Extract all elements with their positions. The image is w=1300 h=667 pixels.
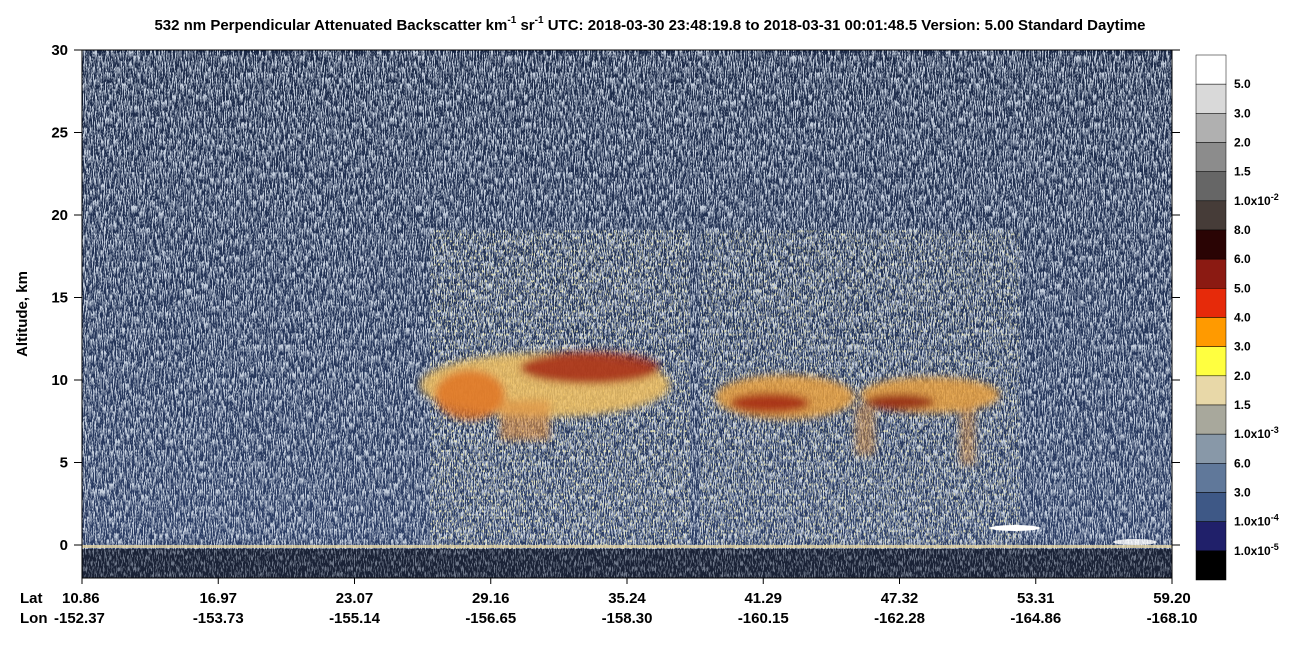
colorbar-label-text: 5.0 — [1234, 77, 1251, 91]
y-tick-label: 30 — [51, 42, 68, 59]
colorbar-label: 5.0 — [1234, 281, 1251, 295]
colorbar-cell — [1195, 375, 1227, 406]
colorbar-cell — [1195, 171, 1227, 202]
colorbar-label-text: 5.0 — [1234, 281, 1251, 295]
colorbar-label-exp: -5 — [1271, 542, 1279, 552]
colorbar-label: 1.0x10-2 — [1234, 192, 1279, 208]
colorbar-cell — [1195, 521, 1227, 552]
x-tick-label: 10.86 — [62, 590, 100, 607]
colorbar-label-text: 2.0 — [1234, 136, 1251, 150]
colorbar-label-text: 1.0x10 — [1234, 194, 1271, 208]
colorbar-label: 1.5 — [1234, 398, 1251, 412]
x-tick-label: 35.24 — [608, 590, 646, 607]
colorbar-cell — [1195, 229, 1227, 260]
colorbar-cell — [1195, 113, 1227, 143]
x-tick-label: -155.14 — [329, 610, 381, 627]
y-tick-label: 10 — [51, 372, 68, 389]
x-row-label: Lat — [20, 590, 43, 607]
colorbar-cell — [1195, 463, 1227, 493]
colorbar-label: 6.0 — [1234, 456, 1251, 470]
colorbar-cell — [1195, 200, 1227, 231]
y-tick-label: 20 — [51, 207, 68, 224]
colorbar-label: 6.0 — [1234, 252, 1251, 266]
x-tick-label: 47.32 — [881, 590, 919, 607]
chart-title: 532 nm Perpendicular Attenuated Backscat… — [154, 15, 1145, 34]
colorbar-label-text: 1.0x10 — [1234, 515, 1271, 529]
title-part: UTC: 2018-03-30 23:48:19.8 to 2018-03-31… — [544, 17, 1146, 34]
colorbar-cell — [1195, 492, 1227, 522]
colorbar-label: 3.0 — [1234, 340, 1251, 354]
colorbar-cell — [1195, 433, 1227, 464]
colorbar-label: 5.0 — [1234, 77, 1251, 91]
x-tick-label: -152.37 — [54, 610, 105, 627]
colorbar-label-exp: -3 — [1271, 425, 1279, 435]
colorbar-label-text: 1.5 — [1234, 398, 1251, 412]
colorbar-label-text: 3.0 — [1234, 486, 1251, 500]
x-tick-label: -153.73 — [193, 610, 244, 627]
colorbar-cell — [1195, 142, 1227, 172]
colorbar-cell — [1195, 317, 1227, 347]
surface-feature — [1113, 539, 1157, 545]
colorbar-label-text: 6.0 — [1234, 456, 1251, 470]
x-tick-label: 16.97 — [199, 590, 237, 607]
x-tick-label: 41.29 — [744, 590, 782, 607]
colorbar-label-exp: -2 — [1271, 192, 1279, 202]
x-tick-label: -168.10 — [1147, 610, 1198, 627]
colorbar-label-text: 2.0 — [1234, 369, 1251, 383]
colorbar-label-exp: -4 — [1271, 513, 1279, 523]
colorbar-cell — [1195, 404, 1227, 435]
colorbar-label: 1.0x10-3 — [1234, 425, 1279, 441]
colorbar-label-text: 1.0x10 — [1234, 427, 1271, 441]
colorbar-label-text: 3.0 — [1234, 340, 1251, 354]
colorbar-cell — [1195, 288, 1227, 318]
colorbar-cell — [1195, 346, 1227, 377]
x-row-label: Lon — [20, 610, 48, 627]
y-axis-label: Altitude, km — [14, 271, 31, 357]
title-part: 532 nm Perpendicular Attenuated Backscat… — [154, 17, 507, 34]
y-tick-label: 25 — [51, 125, 68, 142]
x-tick-label: -162.28 — [874, 610, 925, 627]
colorbar-label: 2.0 — [1234, 369, 1251, 383]
colorbar-cell — [1195, 550, 1227, 581]
title-sup: -1 — [507, 15, 516, 26]
x-tick-label: -160.15 — [738, 610, 789, 627]
subsurface-noise — [82, 549, 1172, 578]
surface — [82, 545, 1172, 548]
colorbar-cell — [1195, 83, 1227, 114]
y-tick-label: 5 — [60, 455, 68, 472]
x-tick-label: -156.65 — [465, 610, 516, 627]
surface-feature — [990, 525, 1040, 531]
title-sup: -1 — [535, 15, 544, 26]
x-tick-label: 59.20 — [1153, 590, 1191, 607]
x-tick-label: -164.86 — [1010, 610, 1061, 627]
colorbar-label: 1.5 — [1234, 165, 1251, 179]
clouds — [420, 352, 1000, 465]
colorbar-label: 3.0 — [1234, 486, 1251, 500]
colorbar-label: 2.0 — [1234, 136, 1251, 150]
x-tick-label: 53.31 — [1017, 590, 1055, 607]
colorbar-label-text: 1.5 — [1234, 165, 1251, 179]
colorbar-label: 1.0x10-4 — [1234, 513, 1279, 529]
colorbar-label: 8.0 — [1234, 223, 1251, 237]
colorbar-cell — [1195, 54, 1227, 85]
x-tick-label: 29.16 — [472, 590, 510, 607]
x-tick-label: 23.07 — [336, 590, 374, 607]
colorbar-label-text: 6.0 — [1234, 252, 1251, 266]
colorbar-label: 3.0 — [1234, 106, 1251, 120]
colorbar-label-text: 8.0 — [1234, 223, 1251, 237]
x-tick-label: -158.30 — [602, 610, 653, 627]
colorbar-label-text: 3.0 — [1234, 106, 1251, 120]
backscatter-image — [82, 50, 1172, 578]
y-tick-label: 15 — [51, 290, 68, 307]
colorbar-cell — [1195, 258, 1227, 289]
colorbar-label-text: 4.0 — [1234, 311, 1251, 325]
colorbar-label: 4.0 — [1234, 311, 1251, 325]
colorbar-label-text: 1.0x10 — [1234, 544, 1271, 558]
y-tick-label: 0 — [60, 537, 68, 554]
title-part: sr — [516, 17, 535, 34]
colorbar-label: 1.0x10-5 — [1234, 542, 1279, 558]
